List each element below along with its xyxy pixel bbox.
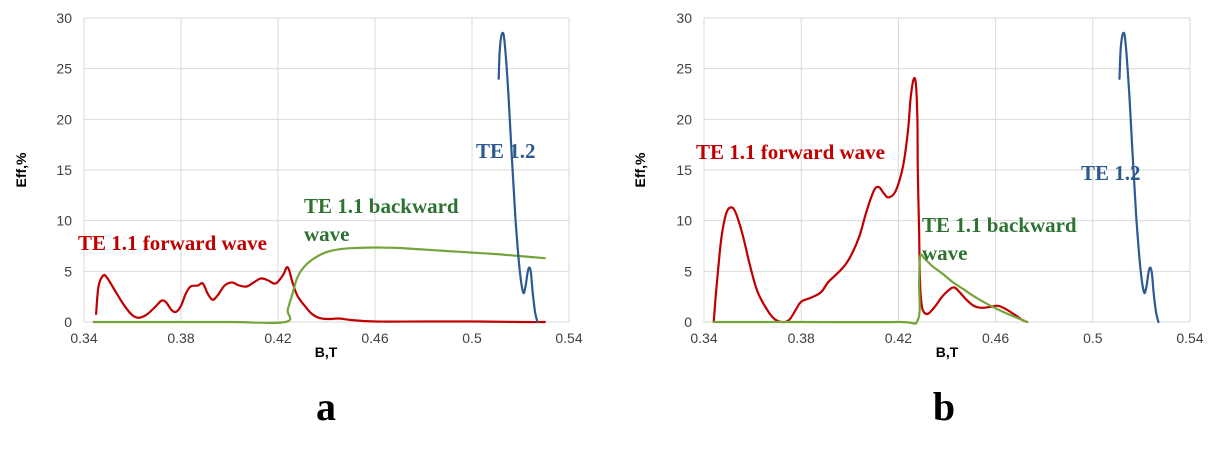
y-tick-label: 30 bbox=[676, 10, 692, 26]
annotation-label: TE 1.2 bbox=[1081, 161, 1141, 185]
y-tick-label: 20 bbox=[56, 111, 72, 127]
x-tick-label: 0.5 bbox=[1083, 330, 1103, 346]
x-tick-label: 0.46 bbox=[361, 330, 388, 346]
y-tick-label: 10 bbox=[676, 213, 692, 229]
y-axis-title: Eff,% bbox=[13, 152, 29, 188]
annotation-label: TE 1.1 forward wave bbox=[78, 231, 267, 255]
x-tick-label: 0.42 bbox=[264, 330, 291, 346]
annotation-label: wave bbox=[922, 241, 968, 265]
x-tick-label: 0.38 bbox=[788, 330, 815, 346]
y-axis-title: Eff,% bbox=[632, 152, 648, 188]
x-axis-title: B,T bbox=[936, 344, 959, 360]
chart-panel-a: 0.34 0.38 0.42 0.46 0.5 0.54 0 5 10 15 20 25 30 B,T Ef… bbox=[13, 10, 583, 429]
annotation-label: wave bbox=[304, 222, 350, 246]
panel-label: a bbox=[316, 384, 336, 429]
panel-label: b bbox=[933, 384, 955, 429]
x-tick-label: 0.46 bbox=[982, 330, 1009, 346]
series-line-te-1-1-backward-wave bbox=[92, 246, 546, 325]
series-line-te-1-2 bbox=[497, 31, 539, 324]
x-tick-label: 0.42 bbox=[885, 330, 912, 346]
series-line-te-1-1-forward-wave bbox=[95, 266, 546, 324]
series-line-te-1-1-forward-wave bbox=[712, 76, 1029, 324]
y-tick-label: 25 bbox=[56, 61, 72, 77]
annotation-label: TE 1.1 forward wave bbox=[696, 140, 885, 164]
y-tick-label: 0 bbox=[684, 314, 692, 330]
x-axis-title: B,T bbox=[315, 344, 338, 360]
annotation-label: TE 1.1 backward bbox=[922, 213, 1077, 237]
x-tick-label: 0.54 bbox=[555, 330, 582, 346]
series-line-te-1-2 bbox=[1118, 31, 1160, 324]
y-tick-label: 5 bbox=[684, 263, 692, 279]
annotation-label: TE 1.2 bbox=[476, 139, 536, 163]
y-tick-label: 30 bbox=[56, 10, 72, 26]
chart-panel-b: 0.34 0.38 0.42 0.46 0.5 0.54 0 5 10 15 20 25 30 B,T Ef… bbox=[632, 10, 1204, 429]
y-tick-label: 0 bbox=[64, 314, 72, 330]
x-tick-label: 0.54 bbox=[1176, 330, 1203, 346]
x-tick-label: 0.34 bbox=[70, 330, 97, 346]
series-line-te-1-1-backward-wave bbox=[712, 253, 1029, 325]
annotation-label: TE 1.1 backward bbox=[304, 194, 459, 218]
y-tick-label: 10 bbox=[56, 213, 72, 229]
y-tick-label: 25 bbox=[676, 61, 692, 77]
x-tick-label: 0.5 bbox=[462, 330, 482, 346]
y-tick-label: 15 bbox=[56, 162, 72, 178]
y-tick-label: 5 bbox=[64, 263, 72, 279]
y-tick-label: 15 bbox=[676, 162, 692, 178]
y-tick-label: 20 bbox=[676, 111, 692, 127]
x-tick-label: 0.38 bbox=[167, 330, 194, 346]
x-tick-label: 0.34 bbox=[690, 330, 717, 346]
